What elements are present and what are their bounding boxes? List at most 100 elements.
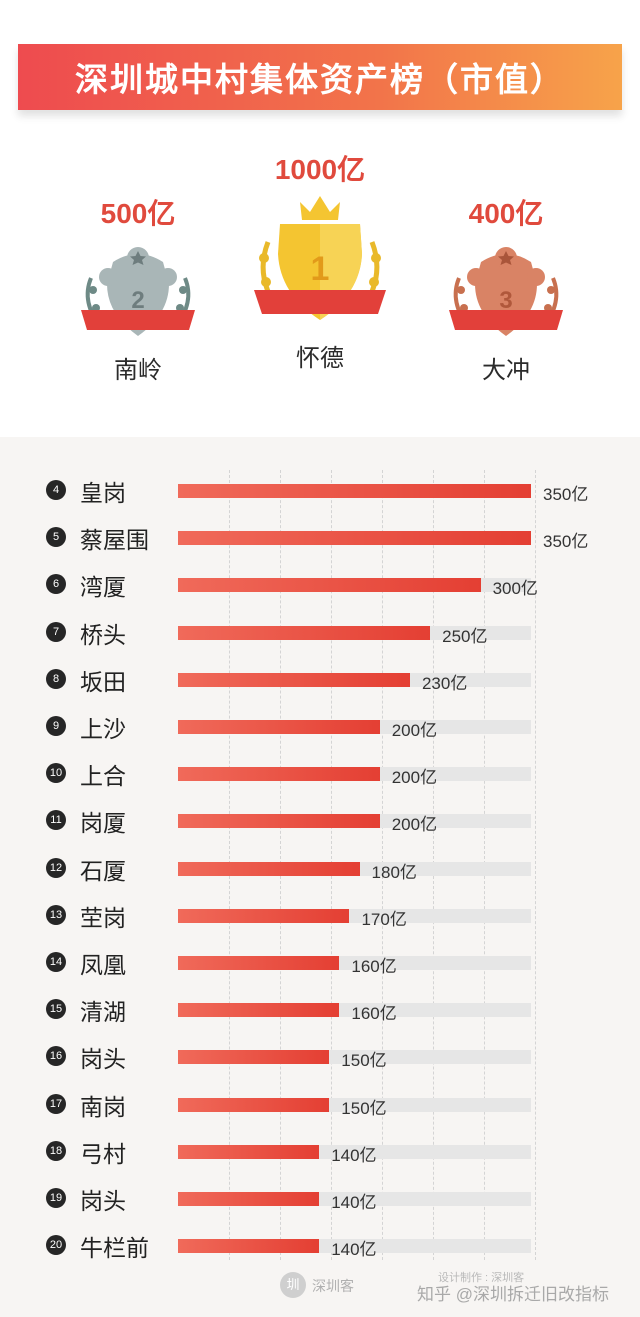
rank-badge: 18 [46,1140,66,1161]
rank-badge: 12 [46,857,66,878]
bar-value-label: 140亿 [331,1145,377,1165]
bar-value-label: 300亿 [492,579,538,599]
rank-badge: 10 [46,763,66,784]
brand-logo-icon: 圳 [280,1272,306,1298]
silver-medal-icon: 2 [81,247,195,336]
ranking-row: 11 岗厦 200亿 [0,798,640,845]
bar-track [178,1050,531,1065]
footer-watermark: 知乎 @深圳拆迁旧改指标 [417,1285,609,1304]
ranking-row: 12 石厦 180亿 [0,846,640,893]
village-name: 清湖 [80,999,126,1026]
bar-track [178,956,531,970]
bar [178,1097,330,1112]
village-name: 桥头 [80,621,126,648]
village-name: 弓村 [80,1140,126,1167]
village-name: 上合 [80,763,126,790]
bar [178,1192,320,1206]
bar-value-label: 200亿 [391,815,438,835]
bar-track [178,1192,531,1206]
rank-badge: 5 [46,527,66,548]
bar [178,672,410,687]
bar-value-label: 140亿 [331,1193,377,1212]
medal-rank-number: 1 [311,250,330,288]
bar-track [178,672,531,687]
rank-badge: 17 [46,1093,66,1114]
bar-value-label: 200亿 [391,768,438,788]
bar-value-label: 350亿 [543,485,589,504]
podium-name: 大冲 [482,357,530,384]
title-banner: 深圳城中村集体资产榜（市值） [18,44,622,110]
bar [178,484,531,498]
ranking-row: 13 茔岗 170亿 [0,893,640,940]
ranking-row: 6 湾厦 300亿 [0,562,640,609]
village-name: 南岗 [80,1093,126,1120]
bar-value-label: 150亿 [341,1051,387,1071]
bar [178,767,380,782]
bar-track [178,484,531,498]
podium-third: 400亿 3 大冲 [426,192,586,385]
ranking-row: 4 皇岗 350亿 [0,468,640,515]
bar-value-label: 200亿 [391,721,438,740]
rank-badge: 15 [46,999,66,1020]
rank-badge: 14 [46,952,66,972]
bar [178,1239,320,1254]
podium-name: 南岭 [114,357,162,384]
footer-credit: 设计制作 : 深圳客 [438,1272,525,1284]
village-name: 湾厦 [80,574,126,601]
village-name: 茔岗 [80,904,126,931]
bar [178,861,360,876]
bar [178,1003,340,1018]
bar-track [178,1003,531,1018]
village-name: 蔡屋围 [80,527,149,554]
ranking-row: 8 坂田 230亿 [0,657,640,704]
village-name: 皇岗 [80,480,126,506]
chart-title: 深圳城中村集体资产榜（市值） [75,61,565,98]
ranking-row: 18 弓村 140亿 [0,1129,640,1176]
rank-badge: 11 [46,810,66,831]
ranking-row: 16 岗头 150亿 [0,1034,640,1081]
bar-value-label: 250亿 [442,626,488,646]
bar-value-label: 350亿 [543,532,589,552]
ranking-row: 19 岗头 140亿 [0,1176,640,1223]
rank-badge: 6 [46,574,66,595]
bar-track [178,1097,531,1112]
ranking-row: 7 桥头 250亿 [0,610,640,657]
grid-line [535,470,536,1260]
bar-value-label: 230亿 [421,673,468,693]
rank-badge: 19 [46,1188,66,1208]
bar-value-label: 150亿 [341,1098,387,1118]
ranking-row: 17 南岗 150亿 [0,1082,640,1129]
bar [178,908,350,923]
bar-track [178,531,531,546]
bar-track [178,1144,531,1159]
bar [178,720,380,734]
village-name: 岗头 [80,1188,126,1214]
bar [178,531,531,546]
village-name: 凤凰 [80,952,126,978]
village-name: 牛栏前 [80,1235,149,1262]
rank-badge: 9 [46,716,66,736]
podium-first: 1000亿 1 怀德 [240,148,400,373]
rank-badge: 8 [46,668,66,689]
bar-track [178,767,531,782]
ranking-row: 20 牛栏前 140亿 [0,1223,640,1270]
ranking-row: 15 清湖 160亿 [0,987,640,1034]
bar-value-label: 160亿 [351,957,397,976]
podium-value: 400亿 [468,198,544,229]
bar-value-label: 160亿 [351,1004,397,1024]
bronze-medal-icon: 3 [449,247,563,336]
podium-second: 500亿 2 南岭 [58,192,218,385]
rank-badge: 4 [46,480,66,500]
bar [178,956,340,970]
rank-badge: 20 [46,1235,66,1256]
bar-track [178,908,531,923]
bar [178,1144,320,1159]
ranking-row: 14 凤凰 160亿 [0,940,640,987]
bar-track [178,1239,531,1254]
village-name: 石厦 [80,857,126,884]
village-name: 上沙 [80,716,126,742]
village-name: 岗厦 [80,810,126,837]
podium-name: 怀德 [296,345,344,372]
village-name: 岗头 [80,1046,126,1073]
ranking-row: 10 上合 200亿 [0,751,640,798]
